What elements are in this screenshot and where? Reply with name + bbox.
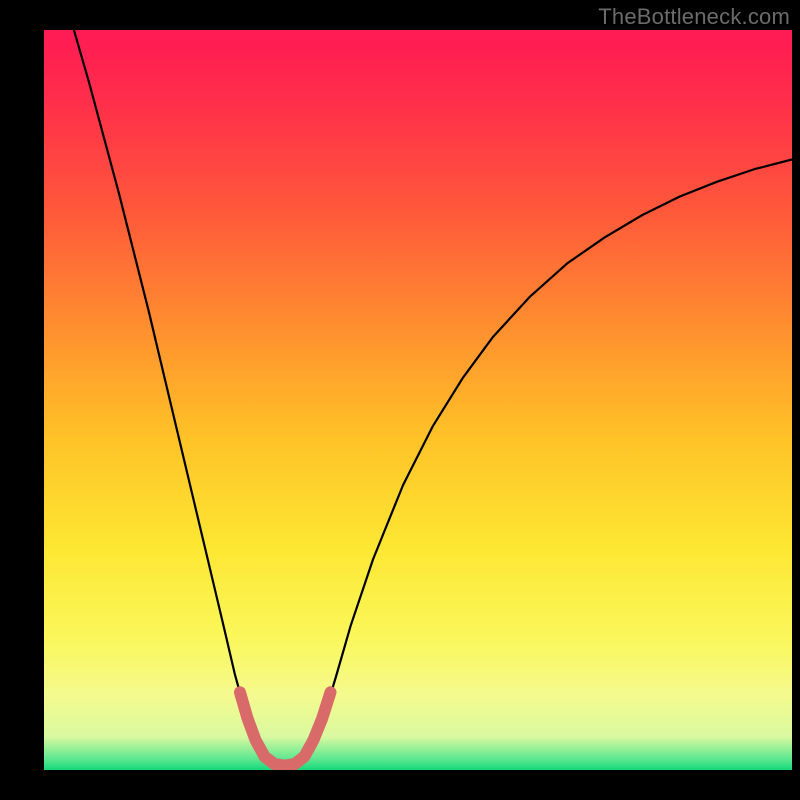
- watermark-text: TheBottleneck.com: [598, 4, 790, 30]
- plot-area: [44, 30, 792, 770]
- plot-svg: [44, 30, 792, 770]
- plot-background: [44, 30, 792, 770]
